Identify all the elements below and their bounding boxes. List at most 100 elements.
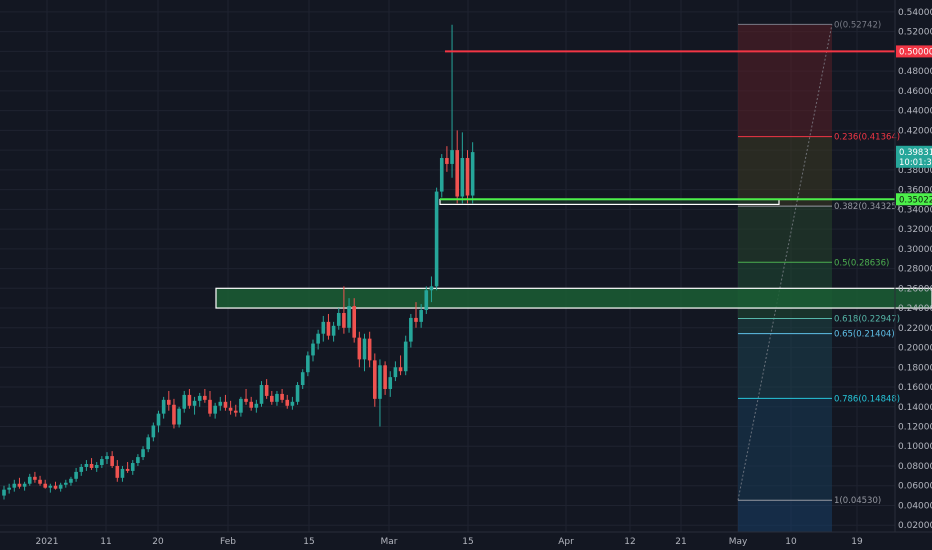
candle-body <box>203 395 207 400</box>
candle-body <box>342 312 346 328</box>
x-tick-label: 12 <box>624 537 635 547</box>
candle-body <box>254 403 259 408</box>
candle-body <box>285 399 290 406</box>
fib-zone <box>738 136 832 207</box>
y-tick-label: 0.38000 <box>898 166 932 176</box>
candle-body <box>43 483 47 488</box>
candle-body <box>223 401 228 408</box>
candle-body <box>130 463 135 471</box>
candle-body <box>239 398 243 413</box>
candle-body <box>244 398 248 402</box>
fib-level-label: 0.236(0.41364) <box>834 133 900 143</box>
candle-body <box>455 150 459 197</box>
last-price-tag <box>896 145 932 168</box>
candle-body <box>429 286 434 291</box>
y-tick-label: 0.48000 <box>898 67 932 77</box>
candle-body <box>141 449 145 458</box>
candle-body <box>146 437 150 450</box>
candle-body <box>290 401 295 406</box>
candle-body <box>275 393 279 402</box>
fib-zone-extension <box>738 500 832 532</box>
candle-body <box>409 317 413 342</box>
candle-body <box>445 158 449 164</box>
candle-body <box>33 476 37 480</box>
candle-body <box>213 405 217 414</box>
candle-body <box>53 485 58 489</box>
y-tick-label: 0.02000 <box>898 521 932 531</box>
candle-body <box>398 367 403 372</box>
x-tick-label: May <box>729 537 748 547</box>
fib-zone <box>738 318 832 334</box>
candle-body <box>151 425 156 438</box>
x-tick-label: 10 <box>785 537 797 547</box>
candle-body <box>362 338 367 360</box>
candle-body <box>249 401 253 408</box>
y-tick-label: 0.28000 <box>898 265 932 275</box>
fib-zone <box>738 24 832 137</box>
candle-body <box>74 471 78 479</box>
x-tick-label: 21 <box>675 537 686 547</box>
fib-retracement-zones[interactable] <box>737 24 833 532</box>
candle-body <box>228 407 233 411</box>
candle-body <box>58 484 63 489</box>
candle-body <box>300 372 305 386</box>
x-tick-label: 19 <box>851 537 863 547</box>
fib-zone <box>738 333 832 399</box>
last-price-countdown: 10:01:33 <box>899 158 932 168</box>
x-tick-label: 2021 <box>36 537 59 547</box>
x-tick-label: 15 <box>462 537 473 547</box>
candle-body <box>218 401 223 406</box>
last-price-value: 0.39831 <box>899 148 932 158</box>
fib-level-label: 0(0.52742) <box>834 20 881 30</box>
fib-level-label: 0.5(0.28636) <box>834 258 889 268</box>
support-zone-rectangle[interactable] <box>215 287 932 309</box>
y-tick-label: 0.06000 <box>898 482 932 492</box>
candle-body <box>172 404 176 425</box>
candle-body <box>347 306 351 328</box>
candle-body <box>125 468 130 471</box>
candle-body <box>439 158 444 192</box>
candle-body <box>470 152 475 196</box>
candle-body <box>7 487 11 490</box>
candle-body <box>264 385 269 396</box>
y-tick-label: 0.32000 <box>898 225 932 235</box>
candle-body <box>450 150 454 164</box>
candle-body <box>197 395 202 401</box>
candle-body <box>27 476 32 484</box>
y-tick-label: 0.36000 <box>898 186 932 196</box>
candle-body <box>89 463 94 468</box>
candle-body <box>136 457 140 464</box>
candle-body <box>434 191 439 287</box>
horizontal-lines[interactable] <box>440 50 895 201</box>
price-tag-box <box>896 45 932 58</box>
y-tick-label: 0.16000 <box>898 383 932 393</box>
candle-body <box>79 466 84 472</box>
candle-body <box>69 478 73 483</box>
x-tick-label: Apr <box>558 537 574 547</box>
candle-body <box>465 158 470 196</box>
time-axis[interactable]: 2021 11 20 Feb 15 Mar 15 Apr 12 21 May 10 19 <box>36 537 863 547</box>
candle-body <box>321 321 326 334</box>
candle-body <box>270 395 274 402</box>
y-tick-label: 0.30000 <box>898 245 932 255</box>
fib-retracement-lines[interactable]: 0(0.52742) 0.236(0.41364) 0.382(0.34325) 0.… <box>738 20 900 506</box>
candle-body <box>182 394 187 409</box>
candle-body <box>424 290 429 311</box>
candle-body <box>326 321 331 336</box>
y-tick-label: 0.54000 <box>898 8 932 18</box>
candle-body <box>352 306 356 338</box>
y-tick-label: 0.26000 <box>898 284 932 294</box>
y-tick-label: 0.12000 <box>898 422 932 432</box>
y-tick-label: 0.10000 <box>898 442 932 452</box>
y-tick-label: 0.14000 <box>898 403 932 413</box>
candle-body <box>64 482 68 485</box>
candlestick-series <box>2 24 475 500</box>
candle-body <box>48 485 53 488</box>
candle-body <box>84 463 89 467</box>
y-tick-label: 0.46000 <box>898 87 932 97</box>
candle-body <box>367 338 372 361</box>
fib-level-label: 0.618(0.22947) <box>834 314 900 324</box>
x-tick-label: 15 <box>303 537 314 547</box>
candle-body <box>311 343 315 356</box>
